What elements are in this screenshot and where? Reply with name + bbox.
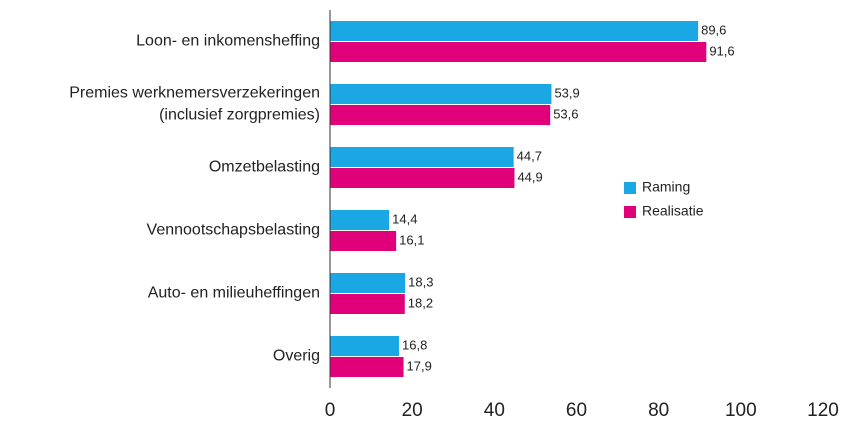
bar bbox=[330, 105, 551, 125]
x-tick-label: 40 bbox=[484, 400, 505, 421]
category-label: Omzetbelasting bbox=[209, 159, 320, 176]
value-label: 91,6 bbox=[709, 43, 734, 58]
category-label: Vennootschapsbelasting bbox=[147, 222, 320, 239]
bar bbox=[330, 84, 552, 104]
value-label: 53,9 bbox=[554, 85, 579, 100]
value-label: 18,3 bbox=[408, 274, 433, 289]
bar bbox=[330, 294, 405, 314]
value-label: 16,8 bbox=[402, 337, 427, 352]
category-label: Premies werknemersverzekeringen (inclusie… bbox=[69, 85, 320, 124]
bar bbox=[330, 210, 390, 230]
legend-label: Realisatie bbox=[642, 203, 704, 219]
x-tick-label: 120 bbox=[807, 400, 839, 421]
category-label: Overig bbox=[273, 348, 320, 365]
bar bbox=[330, 168, 515, 188]
value-label: 17,9 bbox=[407, 358, 432, 373]
bar bbox=[330, 21, 699, 41]
legend-swatch bbox=[624, 182, 636, 194]
bar bbox=[330, 336, 400, 356]
legend-label: Raming bbox=[642, 179, 690, 195]
x-tick-label: 0 bbox=[325, 400, 336, 421]
legend-swatch bbox=[624, 206, 636, 218]
bar bbox=[330, 147, 514, 167]
x-tick-label: 60 bbox=[566, 400, 587, 421]
category-label: Loon- en inkomensheffing bbox=[136, 33, 320, 50]
value-label: 18,2 bbox=[408, 295, 433, 310]
value-label: 44,7 bbox=[517, 148, 542, 163]
bar bbox=[330, 273, 406, 293]
value-label: 16,1 bbox=[399, 232, 424, 247]
x-tick-label: 100 bbox=[725, 400, 757, 421]
category-label: Auto- en milieuheffingen bbox=[148, 285, 320, 302]
value-label: 53,6 bbox=[553, 106, 578, 121]
x-tick-label: 80 bbox=[648, 400, 669, 421]
bar bbox=[330, 231, 397, 251]
bar bbox=[330, 42, 707, 62]
bar bbox=[330, 357, 404, 377]
x-tick-label: 20 bbox=[402, 400, 423, 421]
value-label: 89,6 bbox=[701, 22, 726, 37]
value-label: 14,4 bbox=[392, 211, 417, 226]
value-label: 44,9 bbox=[517, 169, 542, 184]
